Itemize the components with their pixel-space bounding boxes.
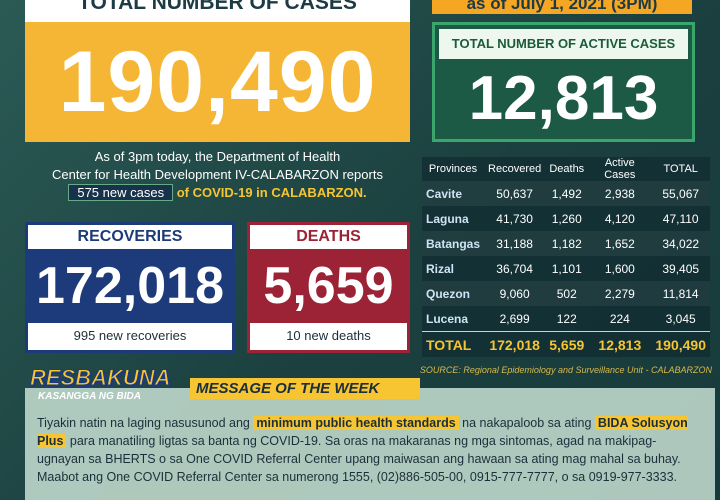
table: Provinces Recovered Deaths Active Cases TOTA…: [422, 157, 710, 357]
recoveries-note: 995 new recoveries: [73, 328, 187, 343]
report-line: As of 3pm today, the Department of Healt…: [94, 149, 341, 164]
table-cell: 2,938: [604, 186, 635, 201]
table-cell: 2,279: [604, 286, 635, 301]
table-row: Laguna 41,730 1,260 4,120 47,110: [422, 206, 710, 231]
table-cell: 1,652: [604, 236, 635, 251]
table-cell: 3,045: [665, 311, 696, 326]
message-title: MESSAGE OF THE WEEK: [190, 378, 420, 399]
table-cell: Laguna: [426, 211, 469, 226]
table-row: Rizal 36,704 1,101 1,600 39,405: [422, 256, 710, 281]
table-cell: 1,492: [551, 186, 582, 201]
logo-tagline: KASANGGA NG BIDA: [38, 391, 141, 402]
deaths-label: DEATHS: [296, 228, 361, 245]
table-cell: Batangas: [426, 236, 481, 251]
logo-text: RESBAKUNA: [30, 365, 172, 391]
table-cell: 11,814: [662, 286, 699, 301]
table-row: Lucena 2,699 122 224 3,045: [422, 306, 710, 332]
as-of-date: as of July 1, 2021 (3PM): [466, 0, 658, 13]
total-cases-box: 190,490: [25, 22, 410, 142]
report-line: Center for Health Development IV-CALABAR…: [52, 167, 383, 182]
table-cell: Quezon: [426, 286, 470, 301]
table-cell: 4,120: [604, 211, 635, 226]
message-body: Tiyakin natin na laging nasusunod ang mi…: [37, 414, 703, 486]
table-cell: Rizal: [426, 261, 455, 276]
report-line: of COVID-19 in CALABARZON.: [176, 185, 367, 200]
table-cell: 502: [556, 286, 577, 301]
table-cell: 1,182: [551, 236, 582, 251]
report-text: As of 3pm today, the Department of Healt…: [25, 148, 410, 202]
table-cell: 36,704: [496, 261, 533, 276]
total-cell: TOTAL: [422, 331, 485, 357]
total-cell: 12,813: [588, 331, 652, 357]
column-header: Active Cases: [604, 157, 636, 181]
active-cases-label: TOTAL NUMBER OF ACTIVE CASES: [439, 29, 688, 59]
table-cell: 34,022: [662, 236, 700, 251]
table-cell: 122: [556, 311, 577, 326]
table-cell: 1,101: [551, 261, 582, 276]
date-box: as of July 1, 2021 (3PM): [432, 0, 692, 14]
column-header: TOTAL: [663, 163, 698, 175]
table-cell: 1,600: [604, 261, 635, 276]
message-text: Tiyakin natin na laging nasusunod ang: [37, 416, 254, 430]
table-cell: 9,060: [499, 286, 530, 301]
source: SOURCE: Regional Epidemiology and Survei…: [419, 365, 712, 375]
new-cases: 575 new cases: [68, 184, 174, 201]
total-cell: 190,490: [651, 331, 710, 357]
column-header: Provinces: [428, 163, 478, 175]
recoveries-value: 172,018: [28, 249, 232, 323]
message-text: na nakapaloob sa ating: [458, 416, 595, 430]
recoveries-label: RECOVERIES: [77, 228, 183, 245]
table-cell: 55,067: [662, 186, 700, 201]
logo: RESBAKUNA KASANGGA NG BIDA: [30, 365, 185, 403]
table-row: Batangas 31,188 1,182 1,652 34,022: [422, 231, 710, 256]
table-cell: 47,110: [662, 211, 699, 226]
deaths-value: 5,659: [250, 249, 407, 323]
table-cell: 41,730: [496, 211, 533, 226]
table-row: Cavite 50,637 1,492 2,938 55,067: [422, 181, 710, 206]
deaths-note: 10 new deaths: [286, 328, 371, 343]
active-cases-value: 12,813: [468, 64, 659, 133]
table-cell: Cavite: [426, 186, 463, 201]
table-cell: 31,188: [496, 236, 533, 251]
active-cases-box: TOTAL NUMBER OF ACTIVE CASES 12,813: [432, 22, 695, 142]
total-cell: 172,018: [484, 331, 546, 357]
message-highlight: minimum public health standards: [253, 416, 459, 430]
province-table: Provinces Recovered Deaths Active Cases TOTA…: [422, 157, 710, 357]
message-text: para manatiling ligtas sa banta ng COVID…: [37, 434, 681, 484]
column-header: Recovered: [488, 163, 542, 175]
total-cases-header: TOTAL NUMBER OF CASES: [25, 0, 410, 22]
recoveries-card: RECOVERIES 172,018 995 new recoveries: [25, 222, 235, 353]
total-cases-label: TOTAL NUMBER OF CASES: [78, 0, 357, 14]
total-cases-value: 190,490: [58, 34, 377, 130]
table-cell: 2,699: [499, 311, 530, 326]
table-cell: 224: [609, 311, 630, 326]
table-cell: 39,405: [662, 261, 700, 276]
table-cell: Lucena: [426, 311, 469, 326]
message-panel: Tiyakin natin na laging nasusunod ang mi…: [25, 388, 715, 500]
total-cell: 5,659: [545, 331, 589, 357]
deaths-card: DEATHS 5,659 10 new deaths: [247, 222, 410, 353]
table-cell: 50,637: [496, 186, 533, 201]
table-row: Quezon 9,060 502 2,279 11,814: [422, 281, 710, 306]
table-cell: 1,260: [551, 211, 582, 226]
column-header: Deaths: [549, 163, 585, 175]
